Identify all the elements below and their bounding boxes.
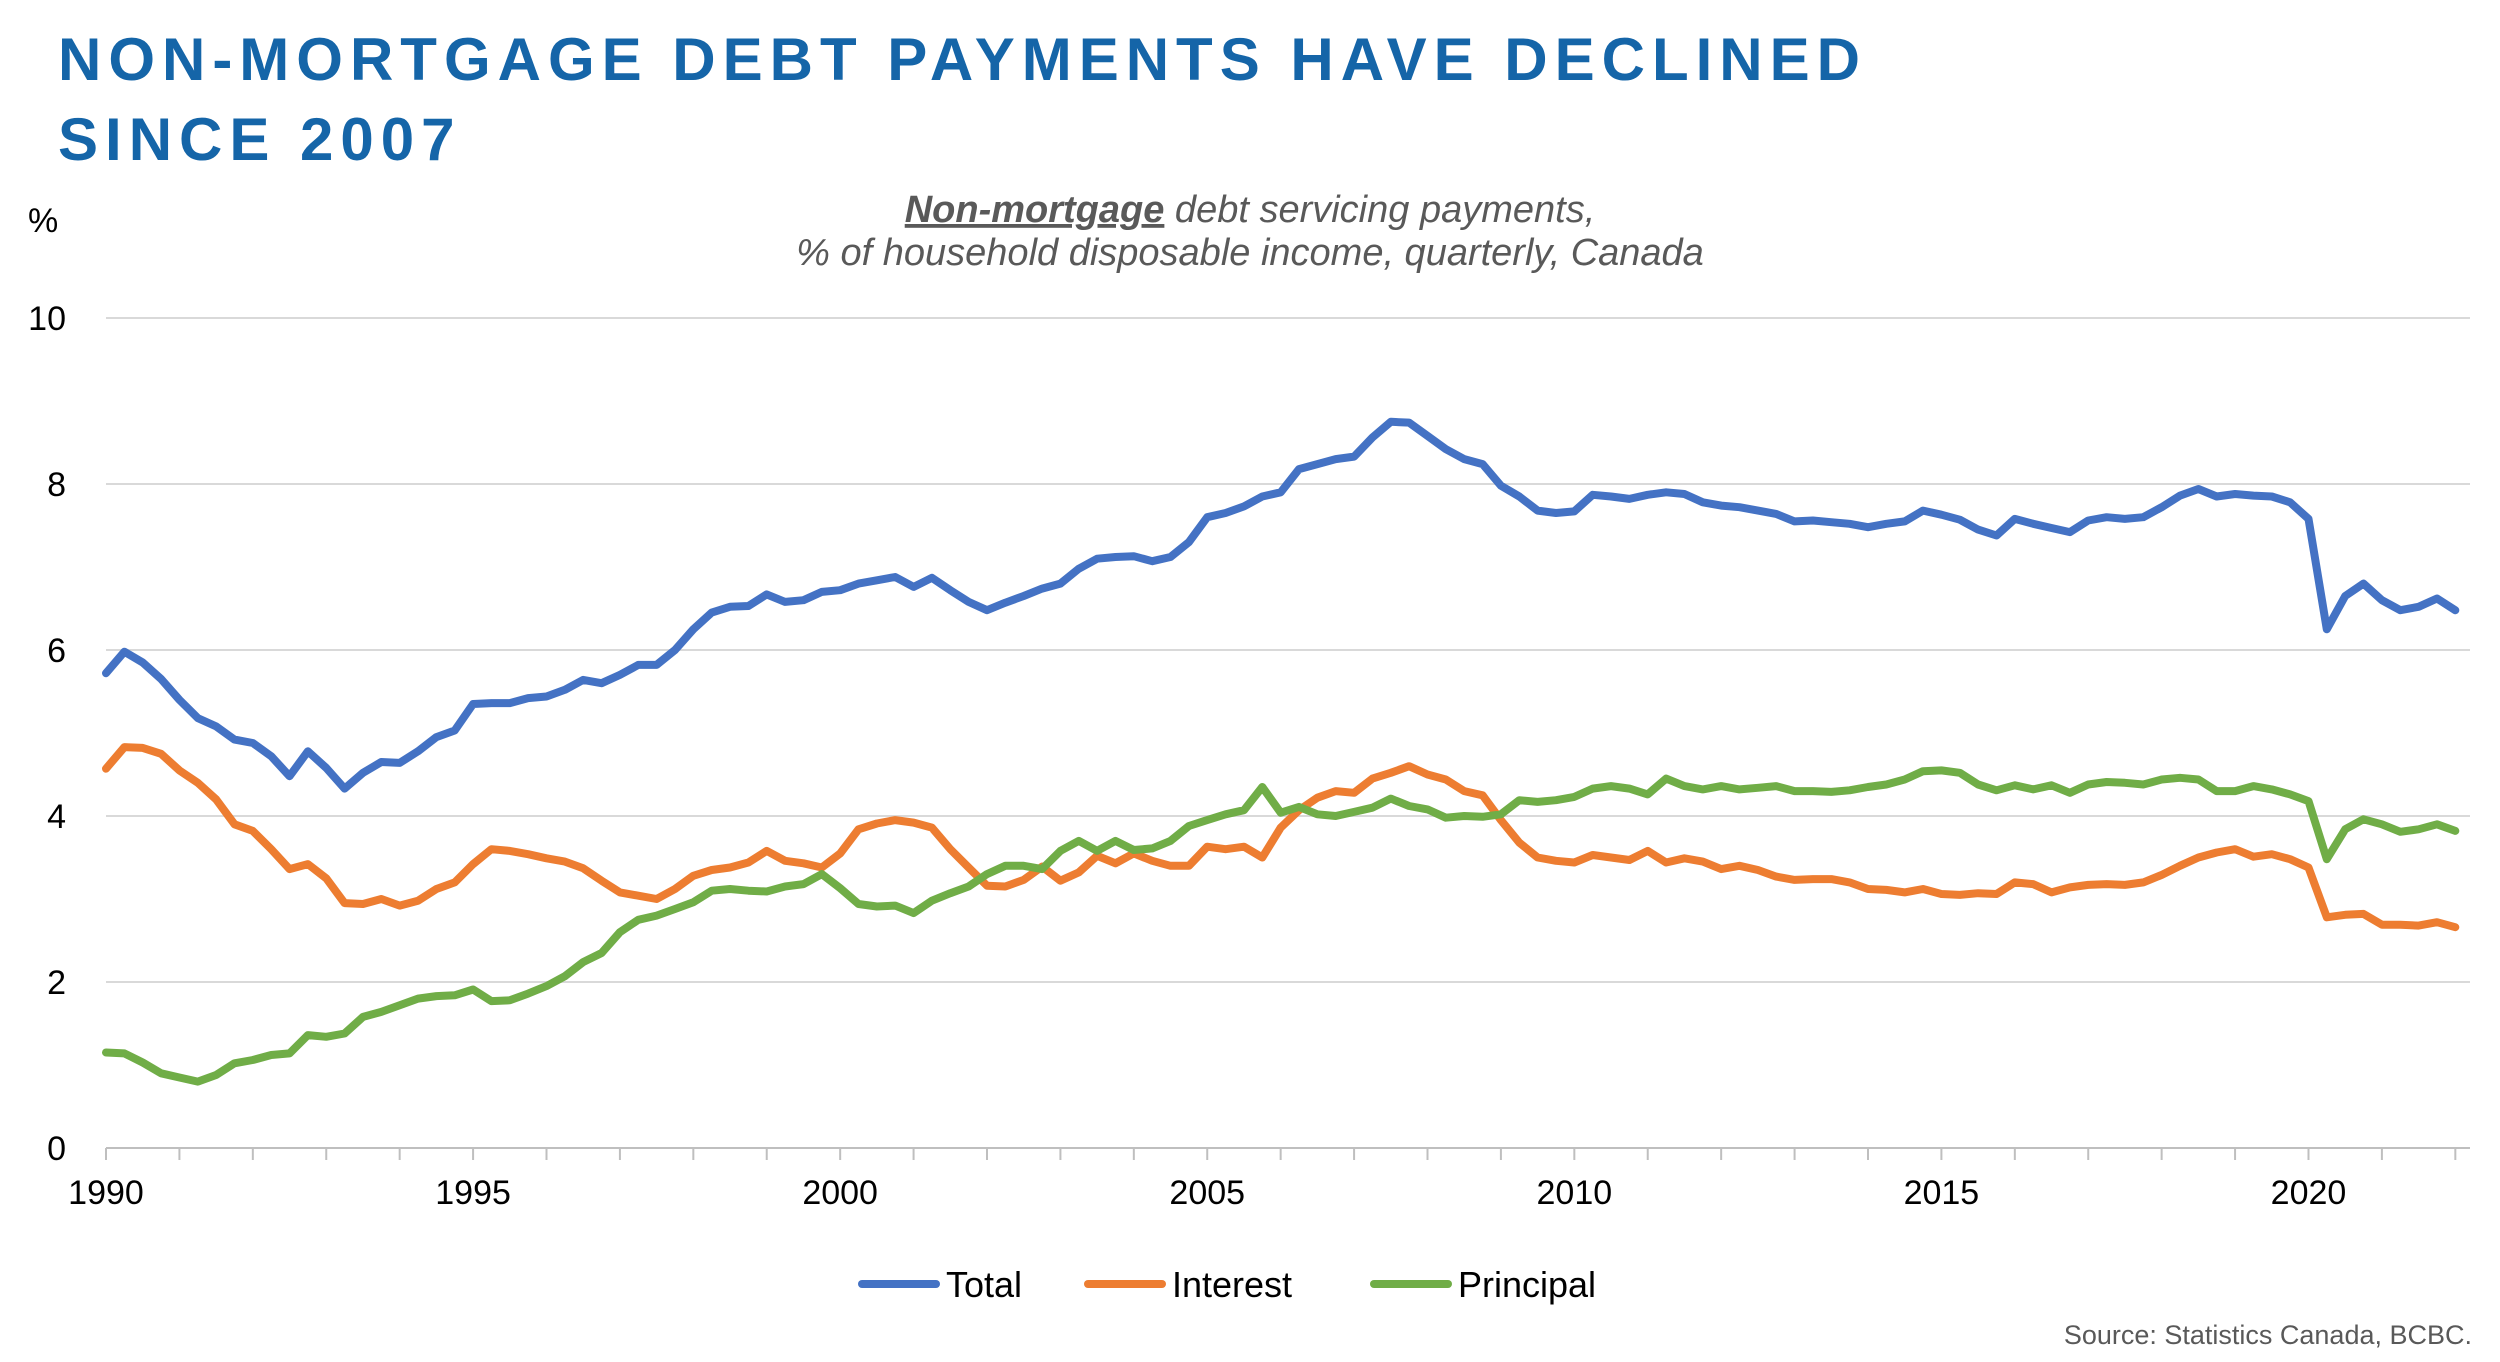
x-tick-label: 2000 <box>802 1174 878 1212</box>
y-tick-label: 4 <box>47 798 66 836</box>
legend-label-total: Total <box>946 1264 1022 1305</box>
x-tick-label: 2005 <box>1169 1174 1245 1212</box>
x-tick-label: 1990 <box>68 1174 144 1212</box>
legend-label-interest: Interest <box>1172 1264 1292 1305</box>
legend-label-principal: Principal <box>1458 1264 1596 1305</box>
x-tick-label: 2010 <box>1537 1174 1613 1212</box>
gridlines <box>106 317 2470 983</box>
x-axis: 1990 1995 2000 2005 2010 2015 2020 <box>68 1147 2470 1212</box>
headline-line-2: SINCE 2007 <box>58 106 462 173</box>
series-line-total <box>102 417 2460 793</box>
source-note: Source: Statistics Canada, BCBC. <box>2064 1320 2472 1350</box>
series-line-principal <box>102 766 2460 1086</box>
y-tick-label: 2 <box>47 964 66 1002</box>
x-tick-label: 2015 <box>1904 1174 1980 1212</box>
chart-subtitle-line-2: % of household disposable income, quarte… <box>796 232 1704 274</box>
y-axis-unit-label: % <box>28 202 58 240</box>
chart-subtitle-line-1: Non-mortgage debt servicing payments, <box>905 189 1596 231</box>
y-tick-label: 0 <box>47 1130 66 1168</box>
x-tick-label: 2020 <box>2271 1174 2347 1212</box>
chart-subtitle-rest: debt servicing payments, <box>1164 189 1595 231</box>
y-tick-label: 10 <box>28 300 66 338</box>
y-tick-label: 8 <box>47 466 66 504</box>
legend: Total Interest Principal <box>858 1264 1596 1305</box>
headline: NON-MORTGAGE DEBT PAYMENTS HAVE DECLINED… <box>58 20 1867 180</box>
headline-line-1: NON-MORTGAGE DEBT PAYMENTS HAVE DECLINED <box>58 26 1867 93</box>
chart-subtitle-emphasis: Non-mortgage <box>905 189 1165 231</box>
y-tick-label: 6 <box>47 632 66 670</box>
x-tick-label: 1995 <box>435 1174 511 1212</box>
series-lines <box>102 417 2460 1086</box>
series-line-interest <box>102 743 2460 932</box>
y-axis-ticks: 0 2 4 6 8 10 <box>28 300 66 1168</box>
